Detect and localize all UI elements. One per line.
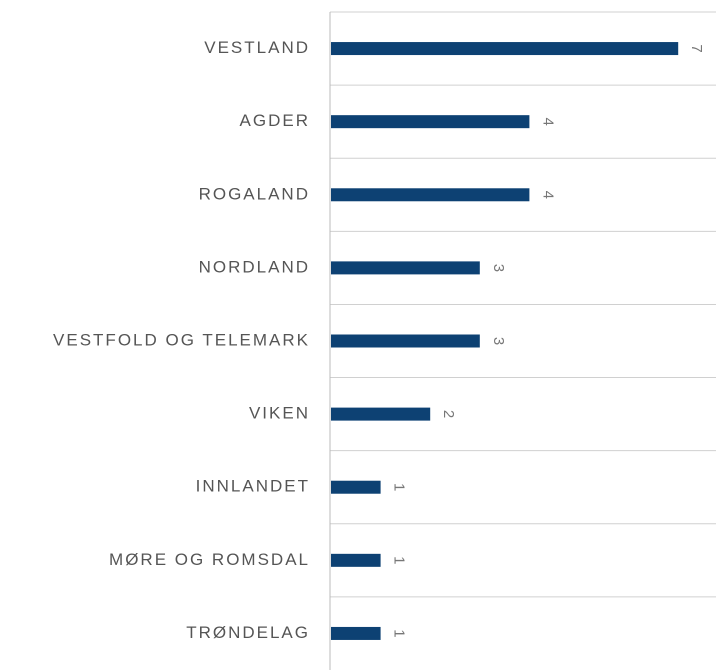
value-label: 7	[688, 44, 705, 52]
value-label: 2	[440, 410, 457, 418]
bar	[331, 188, 530, 202]
category-label: TRØNDELAG	[186, 623, 310, 642]
bar	[331, 480, 381, 494]
category-label: VESTFOLD OG TELEMARK	[53, 330, 310, 349]
category-label: VIKEN	[249, 404, 310, 423]
value-label: 1	[391, 556, 408, 564]
value-label: 3	[490, 337, 507, 345]
bar	[331, 261, 480, 275]
bar	[331, 626, 381, 640]
category-label: MØRE OG ROMSDAL	[109, 550, 310, 569]
value-label: 4	[539, 191, 556, 199]
category-label: AGDER	[240, 111, 310, 130]
bar	[331, 407, 431, 421]
category-label: INNLANDET	[196, 477, 310, 496]
bar	[331, 553, 381, 567]
value-label: 3	[490, 264, 507, 272]
category-label: NORDLAND	[199, 257, 310, 276]
bar	[331, 115, 530, 129]
category-label: ROGALAND	[199, 184, 310, 203]
bar	[331, 42, 679, 56]
category-label: VESTLAND	[204, 38, 310, 57]
value-label: 4	[539, 117, 556, 125]
value-label: 1	[391, 629, 408, 637]
value-label: 1	[391, 483, 408, 491]
bar	[331, 334, 480, 348]
